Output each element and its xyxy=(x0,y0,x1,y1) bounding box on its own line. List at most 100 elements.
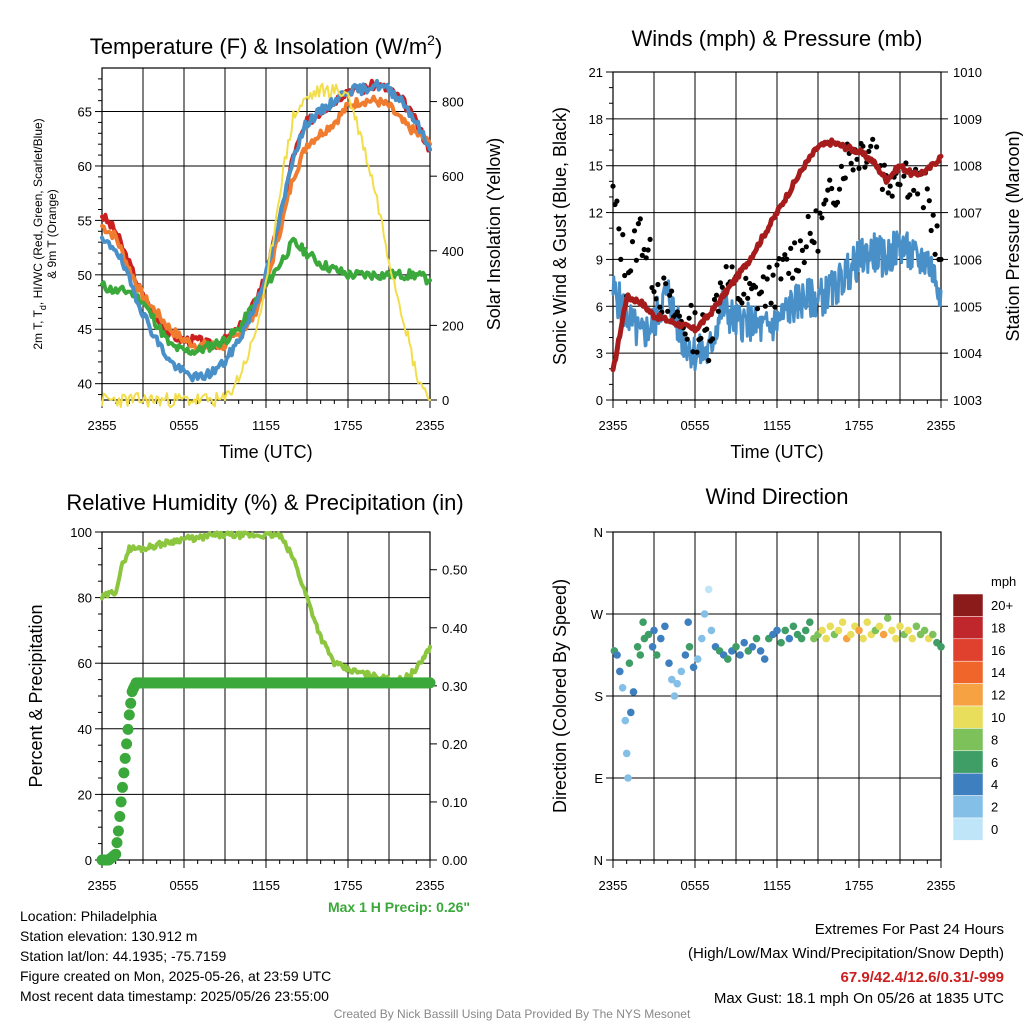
direction-point xyxy=(847,630,855,639)
y-tick-label: 45 xyxy=(78,322,92,337)
direction-point xyxy=(613,651,621,659)
direction-point xyxy=(748,643,757,651)
y2-axis-label: Solar Insolation (Yellow) xyxy=(484,138,504,330)
gust-point xyxy=(911,187,917,193)
gust-point xyxy=(692,310,698,316)
x-axis-label: Time (UTC) xyxy=(730,442,823,462)
chart-title: Temperature (F) & Insolation (W/m2) xyxy=(90,32,443,59)
gust-point xyxy=(924,186,930,192)
gust-point xyxy=(643,255,649,261)
gust-point xyxy=(704,326,710,332)
gust-point xyxy=(674,309,681,315)
max-precip-annotation: Max 1 H Precip: 0.26" xyxy=(328,899,470,915)
y-axis-label-line1: 2m T, Td, HI/WC (Red, Green, Scarlet/Blu… xyxy=(31,118,48,349)
y2-tick-label: 800 xyxy=(442,95,464,110)
y-tick-label: 3 xyxy=(596,346,603,361)
direction-point xyxy=(639,618,647,626)
gust-point xyxy=(758,289,765,295)
gust-point xyxy=(829,185,835,192)
colorbar-swatch xyxy=(952,817,984,841)
gust-point xyxy=(827,177,833,183)
gust-point xyxy=(647,236,653,242)
gust-point xyxy=(618,256,624,262)
gust-point xyxy=(682,331,688,337)
y-axis-label: Sonic Wind & Gust (Blue, Black) xyxy=(550,107,570,365)
y-tick-label: 50 xyxy=(78,268,92,283)
direction-point xyxy=(929,630,937,639)
gust-point xyxy=(715,308,722,314)
colorbar-swatch xyxy=(952,728,984,752)
direction-point xyxy=(863,618,871,626)
direction-point xyxy=(652,651,661,659)
direction-point xyxy=(661,622,669,631)
panel-humidity: 2355 0555 1155 1755 2355 Relative Humidity (%… xyxy=(26,490,470,915)
direction-point xyxy=(892,634,900,643)
gust-point xyxy=(747,280,753,287)
direction-point xyxy=(700,610,709,618)
colorbar-label: 4 xyxy=(991,777,998,792)
y-tick-label: W xyxy=(591,607,604,622)
panel-wind-direction: 2355 0555 1155 1755 2355 Wind Direction Direct… xyxy=(550,484,1016,893)
series-yellow xyxy=(101,82,431,409)
gust-point xyxy=(688,302,694,308)
x-tick-label: 2355 xyxy=(599,878,628,893)
gust-point xyxy=(887,183,893,189)
gust-point xyxy=(741,291,747,297)
panel-temperature: 2355 0555 1155 1755 2355 Temperature (F) & In… xyxy=(31,32,504,462)
direction-point xyxy=(685,643,694,651)
y-tick-label: 80 xyxy=(78,591,92,606)
gust-point xyxy=(885,190,891,196)
direction-point xyxy=(668,675,676,684)
direction-point xyxy=(622,749,631,758)
y2-tick-label: 1006 xyxy=(953,252,982,267)
gust-point xyxy=(614,198,620,204)
gust-point xyxy=(661,275,667,281)
gust-point xyxy=(790,275,796,281)
gust-point xyxy=(866,148,872,154)
y-axis-label: Direction (Colored By Speed) xyxy=(550,579,570,813)
colorbar-swatch xyxy=(952,638,984,662)
gust-point xyxy=(663,281,669,287)
direction-point xyxy=(908,634,917,643)
colorbar-swatch xyxy=(952,660,984,684)
direction-point xyxy=(618,684,627,692)
direction-point xyxy=(633,643,642,651)
gust-point xyxy=(768,300,774,306)
direction-point xyxy=(838,618,847,626)
y2-axis-label: Station Pressure (Maroon) xyxy=(1003,130,1023,341)
colorbar-label: 6 xyxy=(991,755,998,770)
x-tick-label: 2355 xyxy=(416,418,445,433)
y-tick-label: 18 xyxy=(589,112,603,127)
gust-point xyxy=(801,259,807,266)
recent-data-text: Most recent data timestamp: 2025/05/26 2… xyxy=(20,988,329,1004)
gust-point xyxy=(717,280,724,286)
direction-point xyxy=(644,630,653,639)
y-tick-label: 0 xyxy=(596,393,603,408)
gust-point xyxy=(729,264,735,270)
direction-point xyxy=(904,626,912,635)
direction-point xyxy=(752,634,761,643)
direction-point xyxy=(670,692,679,700)
gust-point xyxy=(934,223,940,229)
colorbar-swatch xyxy=(952,705,984,729)
gust-point xyxy=(838,163,845,169)
direction-point xyxy=(665,659,673,667)
colorbar-label: 10 xyxy=(991,710,1005,725)
gust-point xyxy=(657,304,663,310)
gust-point xyxy=(807,230,813,236)
created-text: Figure created on Mon, 2025-05-26, at 23… xyxy=(20,968,332,984)
gust-point xyxy=(803,244,809,250)
credit-text: Created By Nick Bassill Using Data Provi… xyxy=(333,1007,691,1021)
direction-point xyxy=(760,655,769,663)
x-tick-label: 2355 xyxy=(927,418,956,433)
colorbar-label: 12 xyxy=(991,688,1005,703)
direction-point xyxy=(740,638,748,647)
direction-point xyxy=(879,630,888,639)
y-tick-label: 21 xyxy=(589,65,603,80)
extremes-title: Extremes For Past 24 Hours xyxy=(814,921,1004,938)
direction-point xyxy=(677,667,686,676)
gust-point xyxy=(819,215,825,221)
y2-tick-label: 0.50 xyxy=(442,563,467,578)
direction-point xyxy=(855,626,863,635)
gust-point xyxy=(868,143,874,149)
